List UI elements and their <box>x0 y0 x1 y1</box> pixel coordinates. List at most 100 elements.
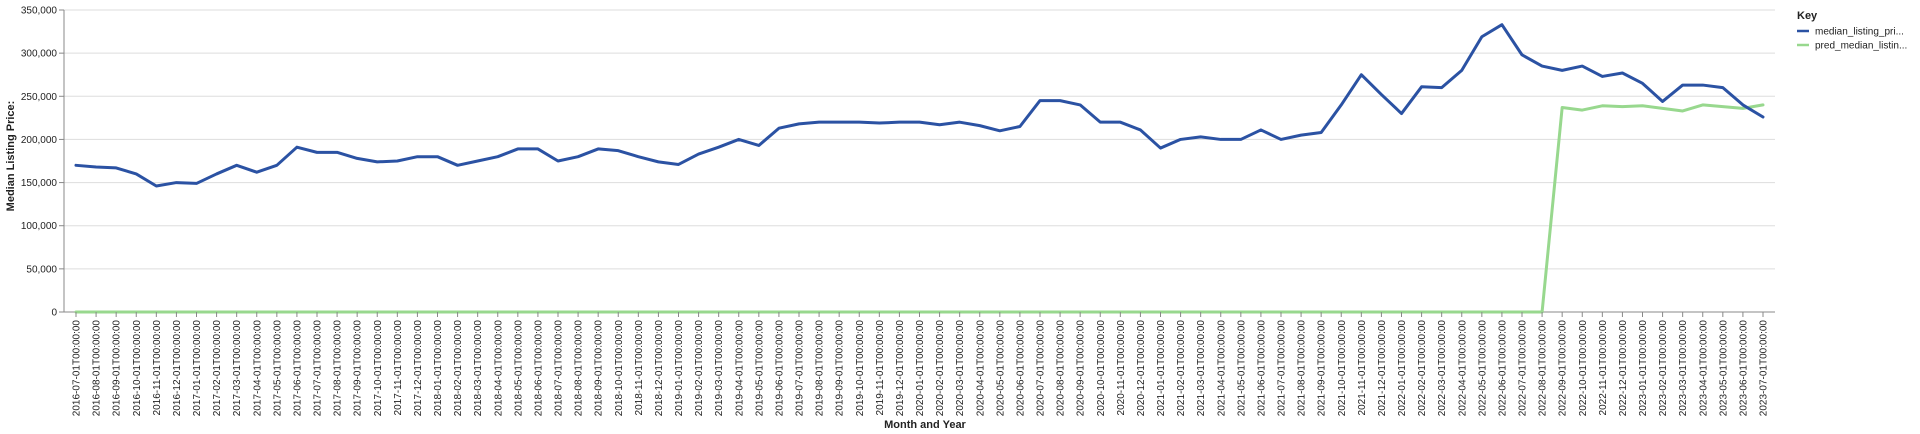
series-line-median-listing-pri <box>76 25 1763 186</box>
legend-items: median_listing_pri... pred_median_listin.… <box>1797 27 1907 52</box>
legend-label: median_listing_pri... <box>1815 27 1904 38</box>
x-tick-label: 2018-03-01T00:00:00 <box>473 320 484 417</box>
x-tick-label: 2023-06-01T00:00:00 <box>1738 320 1749 417</box>
x-tick-label: 2019-03-01T00:00:00 <box>714 320 725 417</box>
x-tick-label: 2018-09-01T00:00:00 <box>594 320 605 417</box>
x-tick-label: 2018-08-01T00:00:00 <box>574 320 585 417</box>
x-tick-label: 2019-02-01T00:00:00 <box>694 320 705 417</box>
x-tick-label: 2019-09-01T00:00:00 <box>835 320 846 417</box>
x-tick-label: 2023-02-01T00:00:00 <box>1658 320 1669 417</box>
x-tick-label: 2021-04-01T00:00:00 <box>1216 320 1227 417</box>
x-tick-label: 2020-04-01T00:00:00 <box>975 320 986 417</box>
x-tick-label: 2021-07-01T00:00:00 <box>1277 320 1288 417</box>
x-tick-label: 2017-10-01T00:00:00 <box>373 320 384 417</box>
y-tick-label: 150,000 <box>21 178 58 189</box>
x-tick-label: 2022-07-01T00:00:00 <box>1518 320 1529 417</box>
x-tick-label: 2017-07-01T00:00:00 <box>313 320 324 417</box>
y-axis-title: Median Listing Price: <box>5 101 17 212</box>
x-tick-label: 2017-03-01T00:00:00 <box>232 320 243 417</box>
x-tick-label: 2018-02-01T00:00:00 <box>453 320 464 417</box>
x-tick-label: 2021-08-01T00:00:00 <box>1297 320 1308 417</box>
x-tick-label: 2020-06-01T00:00:00 <box>1015 320 1026 417</box>
x-tick-label: 2017-12-01T00:00:00 <box>413 320 424 417</box>
x-tick-label: 2019-04-01T00:00:00 <box>734 320 745 417</box>
x-tick-label: 2023-07-01T00:00:00 <box>1759 320 1770 417</box>
x-tick-label: 2022-03-01T00:00:00 <box>1437 320 1448 417</box>
x-tick-label: 2019-08-01T00:00:00 <box>815 320 826 417</box>
gridlines <box>64 10 1775 312</box>
x-tick-label: 2020-08-01T00:00:00 <box>1056 320 1067 417</box>
x-axis-ticks: 2016-07-01T00:00:00 2016-08-01T00:00:00 20… <box>72 312 1770 416</box>
x-tick-label: 2017-09-01T00:00:00 <box>353 320 364 417</box>
x-tick-label: 2020-03-01T00:00:00 <box>955 320 966 417</box>
x-tick-label: 2021-10-01T00:00:00 <box>1337 320 1348 417</box>
legend-label: pred_median_listin... <box>1815 41 1907 52</box>
x-tick-label: 2017-11-01T00:00:00 <box>393 320 404 416</box>
y-tick-label: 100,000 <box>21 221 58 232</box>
x-tick-label: 2017-01-01T00:00:00 <box>192 320 203 417</box>
x-tick-label: 2017-02-01T00:00:00 <box>212 320 223 417</box>
x-tick-label: 2023-04-01T00:00:00 <box>1698 320 1709 417</box>
axes <box>64 10 1775 312</box>
x-tick-label: 2021-11-01T00:00:00 <box>1357 320 1368 416</box>
x-tick-label: 2023-03-01T00:00:00 <box>1678 320 1689 417</box>
x-tick-label: 2016-10-01T00:00:00 <box>132 320 143 417</box>
x-tick-label: 2023-05-01T00:00:00 <box>1718 320 1729 417</box>
x-tick-label: 2019-06-01T00:00:00 <box>774 320 785 417</box>
x-tick-label: 2018-12-01T00:00:00 <box>654 320 665 417</box>
y-tick-label: 0 <box>51 308 57 319</box>
x-tick-label: 2021-09-01T00:00:00 <box>1317 320 1328 417</box>
y-tick-label: 50,000 <box>26 264 57 275</box>
x-tick-label: 2021-12-01T00:00:00 <box>1377 320 1388 417</box>
x-tick-label: 2018-11-01T00:00:00 <box>634 320 645 416</box>
x-tick-label: 2017-05-01T00:00:00 <box>272 320 283 417</box>
x-tick-label: 2016-11-01T00:00:00 <box>152 320 163 416</box>
series-line-pred-median-listin <box>76 105 1763 312</box>
x-tick-label: 2021-05-01T00:00:00 <box>1236 320 1247 417</box>
x-tick-label: 2019-07-01T00:00:00 <box>795 320 806 417</box>
x-tick-label: 2020-07-01T00:00:00 <box>1036 320 1047 417</box>
x-tick-label: 2019-12-01T00:00:00 <box>895 320 906 417</box>
y-tick-label: 350,000 <box>21 6 58 17</box>
legend: Key median_listing_pri... pred_median_lis… <box>1797 10 1907 52</box>
x-tick-label: 2018-05-01T00:00:00 <box>513 320 524 417</box>
y-axis-ticks: 0 50,000 100,000 150,000 200,000 250,000 300,0… <box>21 6 64 319</box>
x-tick-label: 2020-12-01T00:00:00 <box>1136 320 1147 417</box>
x-tick-label: 2017-04-01T00:00:00 <box>252 320 263 417</box>
x-tick-label: 2020-09-01T00:00:00 <box>1076 320 1087 417</box>
x-tick-label: 2016-12-01T00:00:00 <box>172 320 183 417</box>
x-tick-label: 2019-11-01T00:00:00 <box>875 320 886 416</box>
x-tick-label: 2019-10-01T00:00:00 <box>855 320 866 417</box>
x-tick-label: 2022-08-01T00:00:00 <box>1538 320 1549 417</box>
x-tick-label: 2019-05-01T00:00:00 <box>754 320 765 417</box>
x-tick-label: 2020-02-01T00:00:00 <box>935 320 946 417</box>
x-tick-label: 2017-06-01T00:00:00 <box>292 320 303 417</box>
x-tick-label: 2020-11-01T00:00:00 <box>1116 320 1127 416</box>
x-tick-label: 2020-05-01T00:00:00 <box>995 320 1006 417</box>
x-tick-label: 2023-01-01T00:00:00 <box>1638 320 1649 417</box>
y-tick-label: 300,000 <box>21 49 58 60</box>
x-tick-label: 2016-07-01T00:00:00 <box>72 320 83 417</box>
x-tick-label: 2018-07-01T00:00:00 <box>554 320 565 417</box>
x-tick-label: 2022-10-01T00:00:00 <box>1578 320 1589 417</box>
x-tick-label: 2022-04-01T00:00:00 <box>1457 320 1468 417</box>
y-tick-label: 250,000 <box>21 92 58 103</box>
x-tick-label: 2018-10-01T00:00:00 <box>614 320 625 417</box>
x-tick-label: 2021-01-01T00:00:00 <box>1156 320 1167 417</box>
x-tick-label: 2021-03-01T00:00:00 <box>1196 320 1207 417</box>
x-tick-label: 2022-12-01T00:00:00 <box>1618 320 1629 417</box>
x-axis-title: Month and Year <box>884 419 966 431</box>
x-tick-label: 2020-01-01T00:00:00 <box>915 320 926 417</box>
x-tick-label: 2018-06-01T00:00:00 <box>533 320 544 417</box>
x-tick-label: 2021-06-01T00:00:00 <box>1256 320 1267 417</box>
x-tick-label: 2016-09-01T00:00:00 <box>112 320 123 417</box>
x-tick-label: 2022-02-01T00:00:00 <box>1417 320 1428 417</box>
x-tick-label: 2022-05-01T00:00:00 <box>1477 320 1488 417</box>
x-tick-label: 2022-09-01T00:00:00 <box>1558 320 1569 417</box>
y-tick-label: 200,000 <box>21 135 58 146</box>
x-tick-label: 2016-08-01T00:00:00 <box>92 320 103 417</box>
x-tick-label: 2022-11-01T00:00:00 <box>1598 320 1609 416</box>
x-tick-label: 2019-01-01T00:00:00 <box>674 320 685 417</box>
x-tick-label: 2022-06-01T00:00:00 <box>1497 320 1508 417</box>
